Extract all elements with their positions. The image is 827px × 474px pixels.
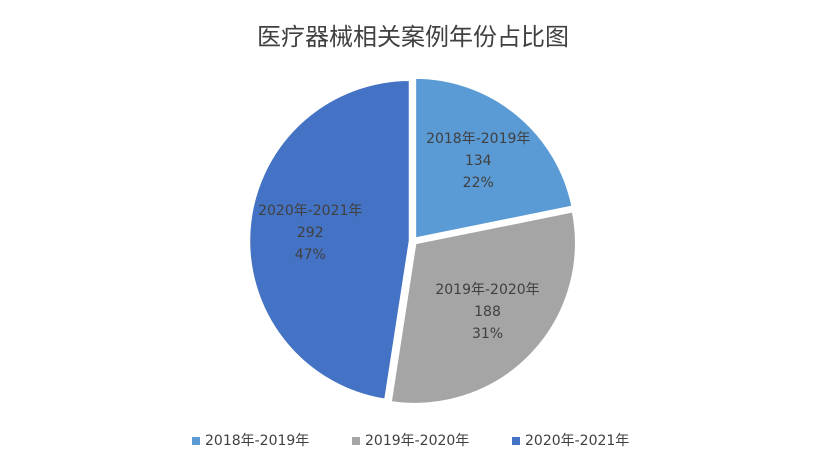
chart-title: 医疗器械相关案例年份占比图 [257, 23, 569, 51]
pie-slice [413, 76, 575, 241]
data-label-category: 2018年-2019年 [426, 131, 530, 147]
legend-marker [512, 437, 520, 445]
legend-marker [352, 437, 360, 445]
data-label-value: 188 [474, 304, 501, 320]
pie-slice [389, 209, 578, 406]
legend-label: 2020年-2021年 [525, 433, 629, 449]
data-label-percent: 47% [295, 247, 326, 263]
pie-slice [247, 78, 412, 402]
data-label-category: 2020年-2021年 [258, 203, 362, 219]
data-label-value: 292 [297, 225, 324, 241]
data-label-percent: 22% [463, 175, 494, 191]
legend-label: 2018年-2019年 [205, 433, 309, 449]
legend-label: 2019年-2020年 [365, 433, 469, 449]
data-label-category: 2019年-2020年 [435, 282, 539, 298]
legend-marker [192, 437, 200, 445]
data-label-percent: 31% [472, 326, 503, 342]
data-label-value: 134 [465, 153, 492, 169]
